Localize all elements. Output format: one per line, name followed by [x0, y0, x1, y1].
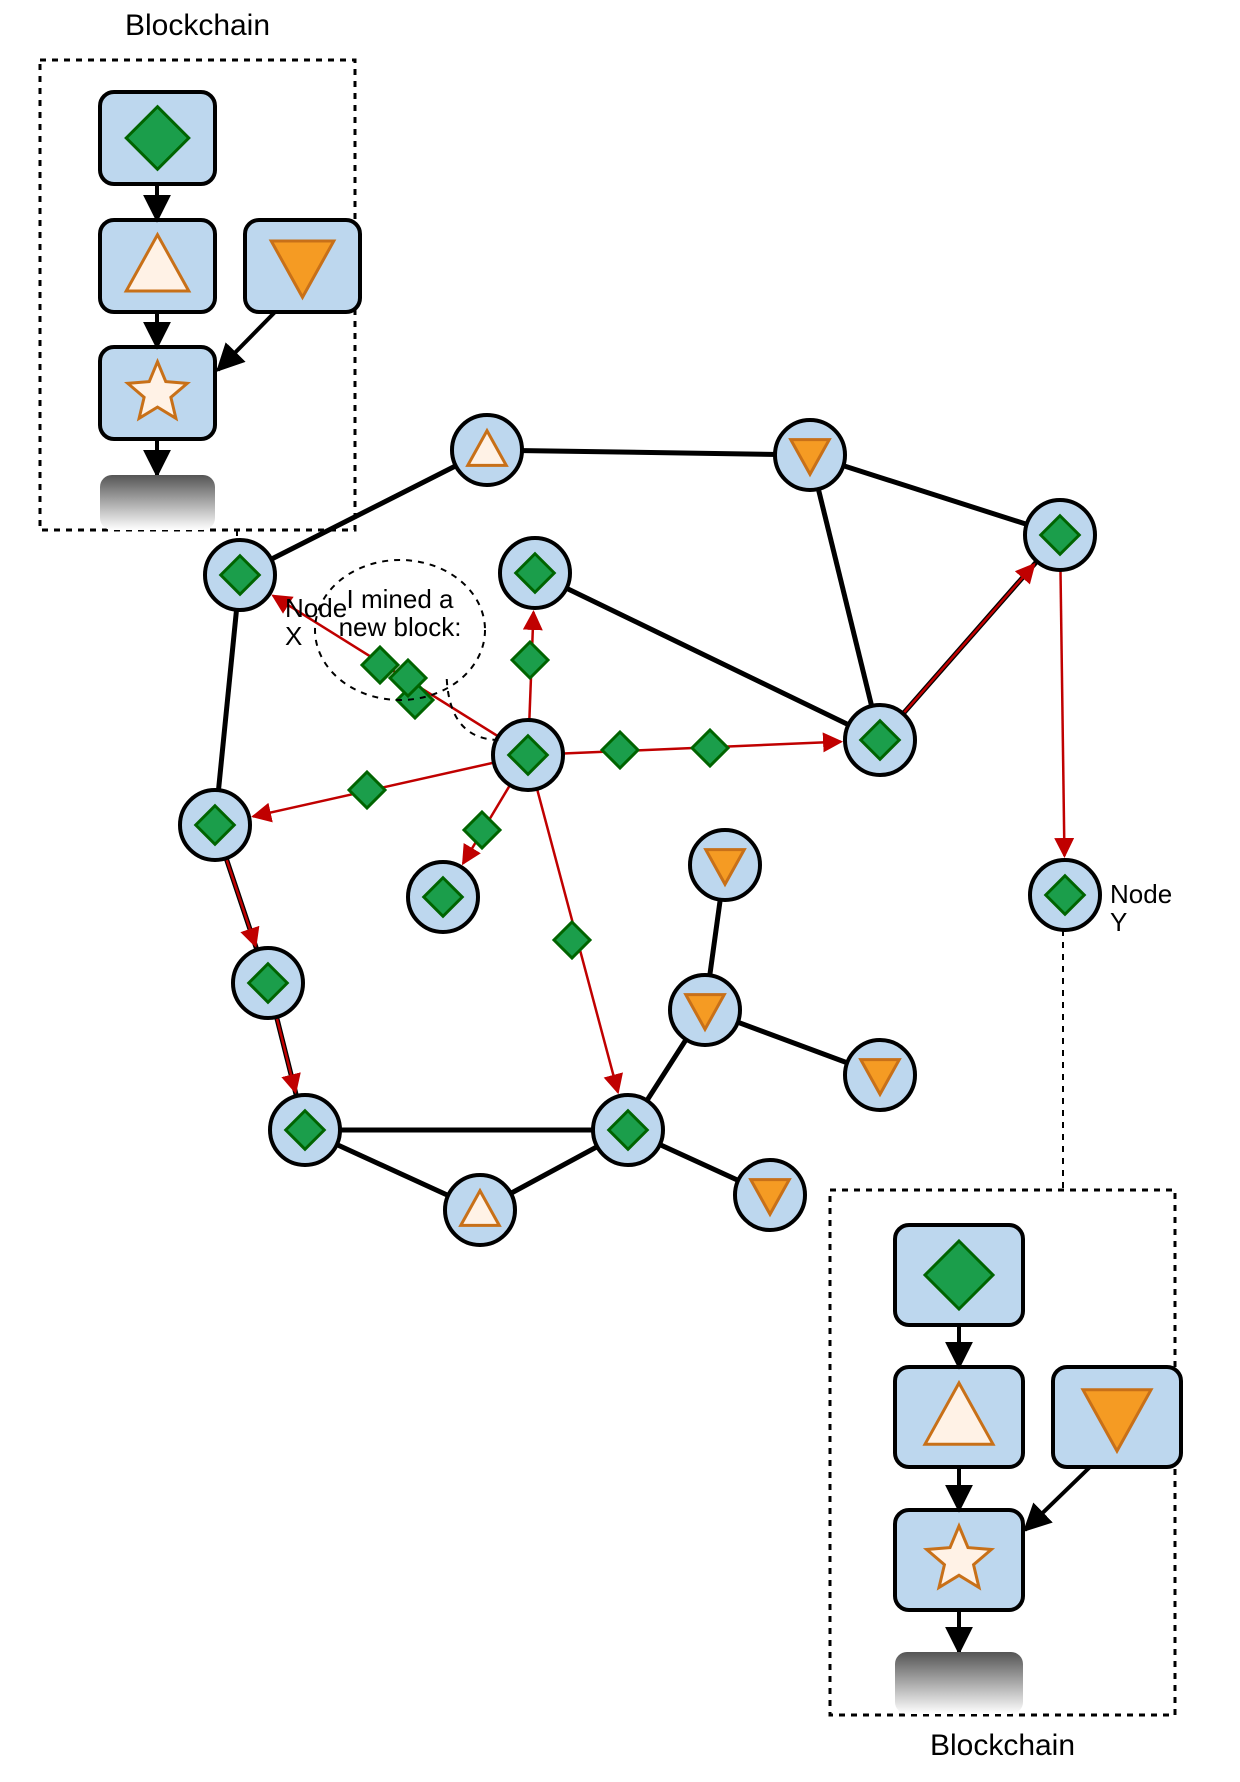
network-node: [735, 1160, 805, 1230]
network-node: [845, 705, 915, 775]
network-node: [593, 1095, 663, 1165]
block: [100, 347, 215, 439]
network-edge: [487, 450, 810, 455]
bubble-text-line1: I mined a: [347, 584, 454, 614]
propagation-arrow: [253, 755, 528, 816]
block: [100, 92, 215, 184]
network-node: [690, 830, 760, 900]
block: [895, 1510, 1023, 1610]
network-node: [445, 1175, 515, 1245]
node-y-label: Node: [1110, 879, 1172, 909]
callout-title: Blockchain: [930, 1729, 1075, 1762]
node-x-label: X: [285, 621, 302, 651]
network-node: [845, 1040, 915, 1110]
network-node: [500, 538, 570, 608]
block: [100, 220, 215, 312]
block: [895, 1225, 1023, 1325]
node-x-label: Node: [285, 593, 347, 623]
block: [245, 220, 360, 312]
network-edge: [810, 455, 1060, 535]
node-y-label: Y: [1110, 907, 1127, 937]
network-edge: [535, 573, 880, 740]
network-node: [452, 415, 522, 485]
network-node: [205, 540, 275, 610]
network-node: [408, 862, 478, 932]
bubble-text-line2: new block:: [339, 612, 462, 642]
propagation-arrow: [1060, 535, 1064, 856]
network-node: [493, 720, 563, 790]
callout-layer: Blockchain Blockchain: [40, 9, 1181, 1762]
network-edge: [810, 455, 880, 740]
callout-title: Blockchain: [125, 9, 270, 42]
network-edge: [215, 575, 240, 825]
network-node: [180, 790, 250, 860]
node-layer: [180, 415, 1100, 1245]
propagation-arrow: [528, 742, 841, 755]
block: [1053, 1367, 1181, 1467]
network-node: [1025, 500, 1095, 570]
network-node: [1030, 860, 1100, 930]
speech-bubble-layer: I mined anew block:: [315, 560, 500, 740]
network-node: [670, 975, 740, 1045]
network-node: [270, 1095, 340, 1165]
block: [895, 1367, 1023, 1467]
chain-continues: [100, 475, 215, 530]
blockchain-network-diagram: Blockchain Blockchain I mined anew block:…: [0, 0, 1240, 1782]
network-node: [775, 420, 845, 490]
network-node: [233, 948, 303, 1018]
chain-continues: [895, 1652, 1023, 1714]
